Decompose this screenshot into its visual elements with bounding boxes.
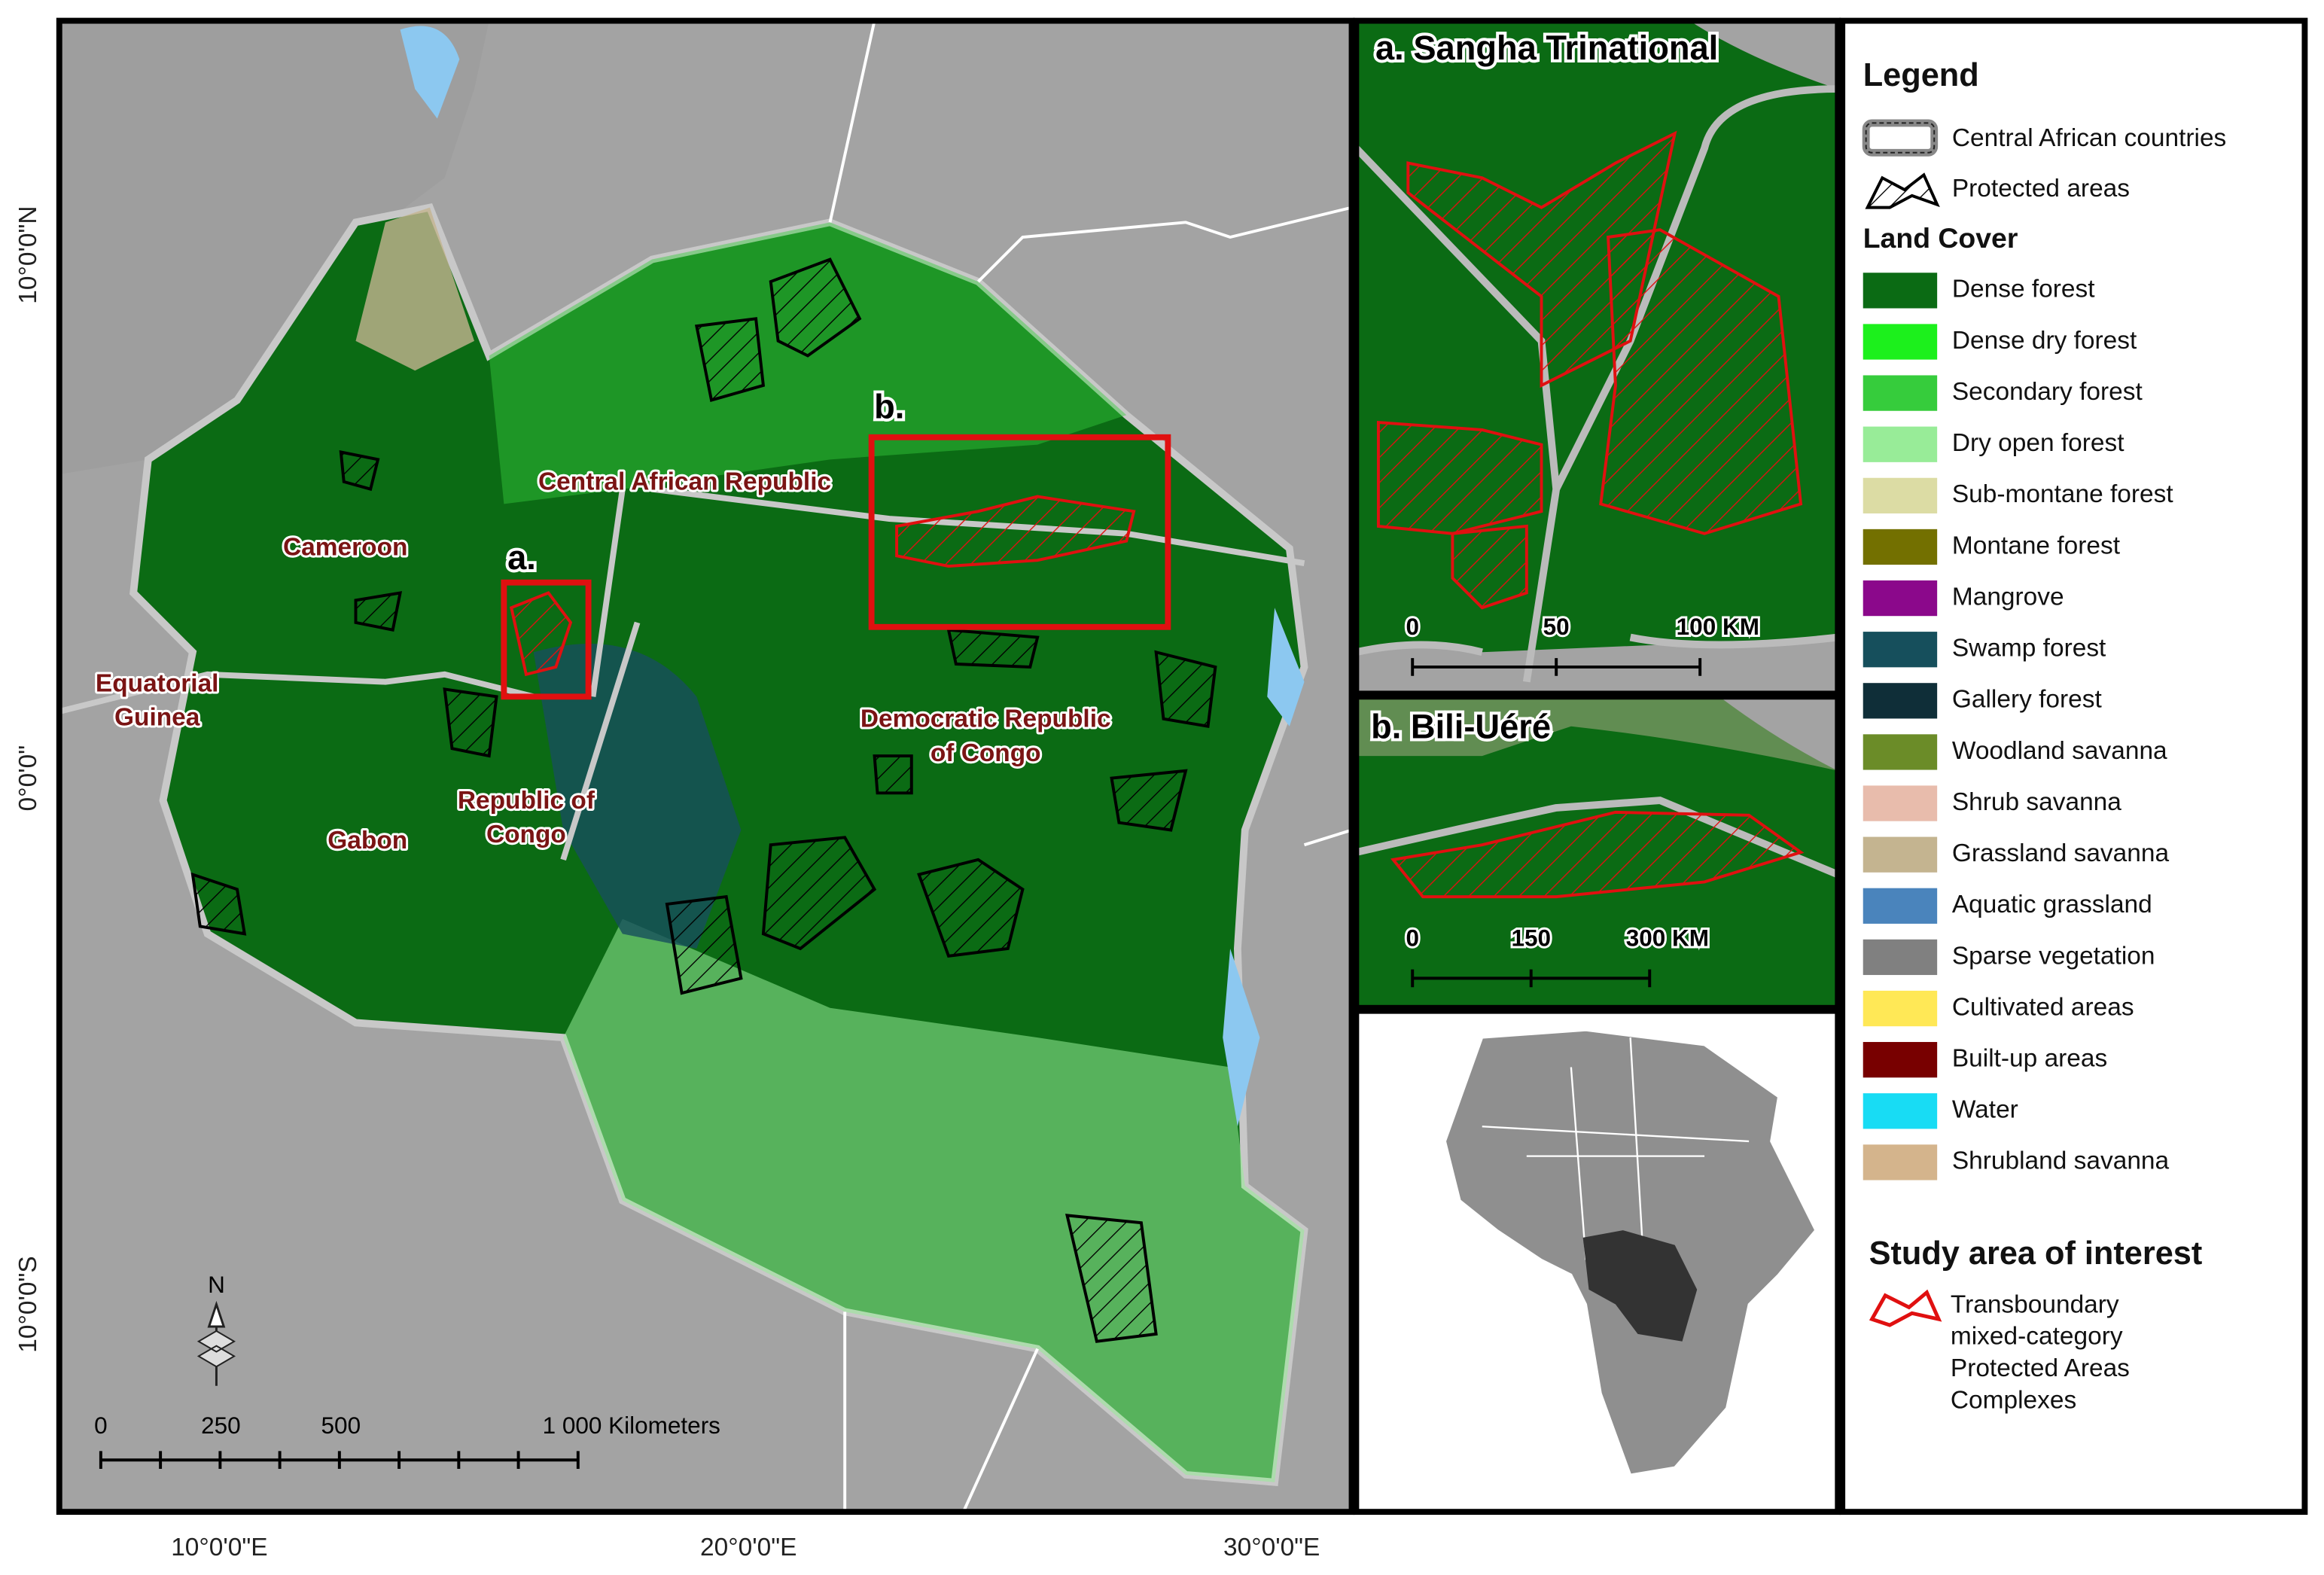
- country-label: Democratic Republic: [860, 705, 1111, 733]
- legend: Legend Central African countries Protect…: [1839, 17, 2308, 1516]
- scale-label: 250: [201, 1412, 241, 1439]
- legend-label: Protected Areas: [1951, 1354, 2130, 1382]
- country-label: Equatorial: [96, 669, 219, 697]
- scale-bar: 0 250 500 1 000 Kilometers: [94, 1412, 720, 1470]
- legend-label: Transboundary: [1951, 1290, 2119, 1318]
- country-label: Gabon: [327, 827, 407, 855]
- scale-label: 500: [321, 1412, 361, 1439]
- scale-label: 1 000 Kilometers: [543, 1412, 720, 1439]
- latitude-label: 10°0'0"N: [14, 206, 42, 304]
- main-map: 0 250 500 1 000 Kilometers: [59, 20, 1352, 1513]
- legend-swatch: [1863, 580, 1938, 617]
- country-label: Congo: [486, 821, 566, 848]
- legend-swatch: [1863, 683, 1938, 719]
- legend-swatch: [1863, 1093, 1938, 1129]
- legend-title: Legend: [1863, 57, 1979, 93]
- longitude-label: 30°0'0"E: [1223, 1534, 1320, 1561]
- legend-swatch: [1863, 1042, 1938, 1078]
- legend-label: Dry open forest: [1952, 429, 2124, 457]
- legend-label: Central African countries: [1952, 124, 2226, 152]
- legend-label: Aquatic grassland: [1952, 891, 2152, 918]
- scale-bar: 0 150 300 KM: [1404, 922, 1711, 988]
- legend-swatch: [1863, 273, 1938, 309]
- legend-swatch: [1863, 375, 1938, 411]
- scale-label: 0: [94, 1412, 108, 1439]
- legend-label: Water: [1952, 1096, 2018, 1124]
- scale-label: 150: [1511, 925, 1551, 952]
- legend-label: mixed-category: [1951, 1323, 2123, 1351]
- locator-map: [1353, 1007, 1841, 1516]
- legend-swatch: [1863, 324, 1938, 360]
- inset-marker: a.: [507, 538, 536, 577]
- legend-label: Dense dry forest: [1952, 327, 2137, 355]
- inset-title: b. Bili-Uéré: [1371, 708, 1551, 746]
- legend-label: Sub-montane forest: [1952, 480, 2174, 508]
- legend-subtitle: Land Cover: [1863, 222, 2018, 254]
- legend-label: Grassland savanna: [1952, 839, 2170, 867]
- legend-swatch: [1863, 785, 1938, 821]
- legend-label: Protected areas: [1952, 175, 2130, 203]
- country-label: Guinea: [114, 704, 200, 732]
- scale-bar: 0 50 100 KM: [1404, 611, 1762, 676]
- inset-title: a. Sangha Trinational: [1375, 29, 1718, 67]
- scale-label: 100 KM: [1677, 613, 1759, 640]
- legend-swatch: [1863, 836, 1938, 873]
- scale-label: 0: [1406, 613, 1419, 640]
- inset-marker: b.: [874, 387, 904, 425]
- legend-swatch: [1863, 939, 1938, 976]
- legend-label: Complexes: [1951, 1386, 2076, 1414]
- legend-label: Sparse vegetation: [1952, 942, 2155, 970]
- legend-label: Shrubland savanna: [1952, 1147, 2170, 1175]
- longitude-label: 20°0'0"E: [700, 1534, 796, 1561]
- legend-label: Built-up areas: [1952, 1045, 2107, 1073]
- legend-label: Shrub savanna: [1952, 788, 2121, 816]
- legend-subtitle: Study area of interest: [1869, 1235, 2203, 1272]
- country-label: Cameroon: [283, 533, 407, 561]
- legend-swatch: [1863, 734, 1938, 770]
- latitude-label: 0°0'0": [14, 745, 42, 811]
- legend-swatch: [1863, 990, 1938, 1027]
- scale-label: 300 KM: [1626, 925, 1709, 952]
- legend-label: Dense forest: [1952, 276, 2095, 303]
- legend-swatch: [1863, 426, 1938, 462]
- legend-swatch: [1863, 477, 1938, 513]
- country-label: of Congo: [931, 739, 1041, 767]
- legend-label: Cultivated areas: [1952, 993, 2134, 1021]
- north-label: N: [208, 1271, 225, 1298]
- longitude-label: 10°0'0"E: [171, 1534, 267, 1561]
- legend-swatch: [1863, 529, 1938, 565]
- north-arrow: [196, 1300, 236, 1386]
- legend-label: Mangrove: [1952, 583, 2064, 611]
- inset-a: 0 50 100 KM: [1356, 20, 1838, 694]
- country-label: Republic of: [458, 787, 595, 815]
- legend-swatch: [1863, 1144, 1938, 1180]
- inset-b: 0 150 300 KM: [1356, 696, 1838, 1008]
- legend-label: Woodland savanna: [1952, 737, 2167, 765]
- legend-label: Swamp forest: [1952, 635, 2106, 663]
- country-label: Central African Republic: [538, 468, 831, 496]
- scale-label: 50: [1543, 613, 1570, 640]
- latitude-label: 10°0'0"S: [14, 1256, 42, 1352]
- scale-label: 0: [1406, 925, 1419, 952]
- legend-swatch: [1863, 888, 1938, 924]
- legend-label: Secondary forest: [1952, 378, 2143, 406]
- legend-label: Gallery forest: [1952, 686, 2103, 714]
- legend-label: Montane forest: [1952, 532, 2121, 559]
- legend-swatch: [1863, 632, 1938, 668]
